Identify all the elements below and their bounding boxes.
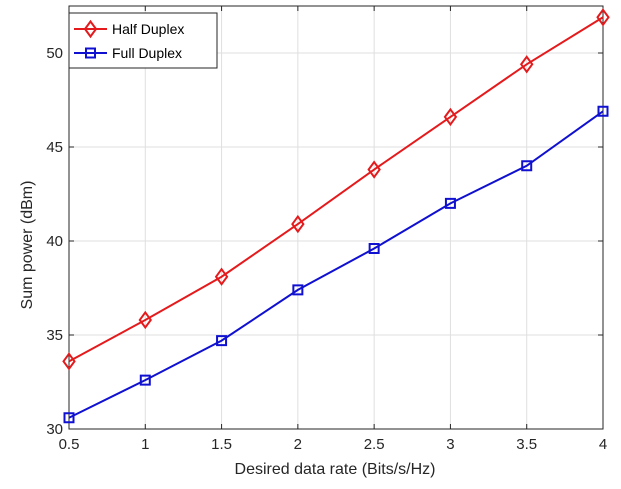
series-full-duplex	[63, 105, 609, 424]
y-tick-label: 45	[46, 139, 63, 156]
data-point-half-duplex	[367, 160, 381, 179]
y-axis-label: Sum power (dBm)	[19, 181, 36, 310]
x-tick-label: 1	[141, 436, 149, 453]
x-tick-label: 3	[446, 436, 454, 453]
legend-label-half-duplex: Half Duplex	[112, 21, 184, 37]
data-point-full-duplex	[368, 243, 380, 255]
series-half-duplex	[62, 8, 610, 371]
data-point-full-duplex	[292, 284, 304, 296]
data-point-half-duplex	[214, 267, 229, 286]
legend-entry-half-duplex: Half Duplex	[74, 19, 184, 39]
data-point-full-duplex	[521, 160, 533, 172]
legend-marker-diamond	[83, 19, 98, 39]
data-point-half-duplex	[291, 214, 305, 234]
legend: Half Duplex Full Duplex	[68, 12, 218, 69]
data-point-half-duplex	[443, 107, 458, 127]
data-point-half-duplex	[596, 8, 610, 27]
series-line-half-duplex	[68, 16, 604, 363]
data-point-full-duplex	[216, 335, 228, 347]
x-axis-label: Desired data rate (Bits/s/Hz)	[235, 461, 436, 478]
legend-entry-full-duplex: Full Duplex	[74, 45, 182, 61]
legend-box	[68, 12, 218, 69]
y-tick-label: 40	[46, 233, 63, 250]
data-point-half-duplex	[138, 310, 153, 330]
data-point-full-duplex	[444, 197, 456, 209]
x-tick-label: 1.5	[211, 436, 232, 453]
y-tick-label: 50	[46, 45, 63, 62]
y-tick-label: 30	[46, 421, 63, 438]
axis-ticks: 0.5 1 1.5 2 2.5 3 3.5 4 30 35 40 45 50	[46, 6, 607, 453]
y-tick-label: 35	[46, 327, 63, 344]
data-point-half-duplex	[62, 352, 76, 371]
x-tick-label: 2	[294, 436, 302, 453]
grid	[68, 6, 604, 430]
data-point-full-duplex	[597, 105, 609, 117]
plot-frame	[68, 5, 604, 430]
series-line-full-duplex	[68, 110, 604, 419]
x-tick-label: 4	[599, 436, 607, 453]
data-point-full-duplex	[63, 412, 75, 424]
data-point-full-duplex	[139, 374, 151, 386]
x-tick-label: 2.5	[364, 436, 385, 453]
x-tick-label: 3.5	[516, 436, 537, 453]
x-tick-label: 0.5	[59, 436, 80, 453]
series-layer	[62, 8, 610, 424]
legend-marker-square	[85, 47, 96, 59]
legend-label-full-duplex: Full Duplex	[112, 45, 182, 61]
data-point-half-duplex	[519, 55, 534, 74]
